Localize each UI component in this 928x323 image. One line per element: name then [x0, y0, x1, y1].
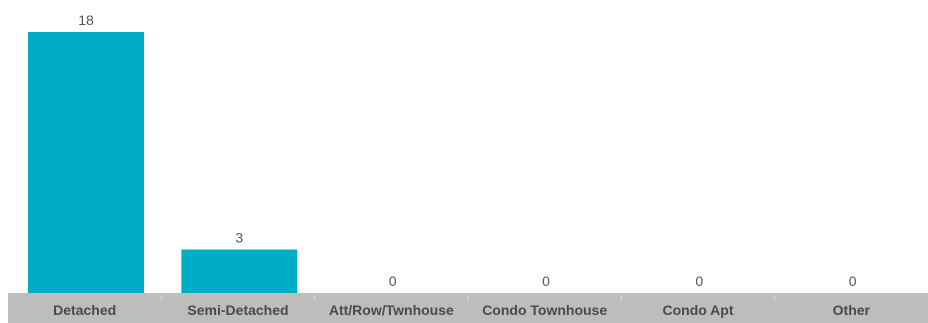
category-label: Other	[833, 302, 871, 318]
category-axis-band	[8, 293, 928, 323]
bar-detached	[28, 32, 144, 293]
bars-layer	[28, 32, 298, 293]
value-label: 0	[542, 273, 550, 289]
labels-layer: 18 Detached 3 Semi-Detached 0 Att/Row/Twnhous…	[53, 12, 870, 318]
category-label: Condo Apt	[662, 302, 733, 318]
category-label: Detached	[53, 302, 116, 318]
bar-semi-detached	[181, 249, 298, 293]
category-label: Condo Townhouse	[482, 302, 607, 318]
value-label: 0	[695, 273, 703, 289]
category-label: Semi-Detached	[187, 302, 288, 318]
category-label: Att/Row/Twnhouse	[329, 302, 454, 318]
value-label: 0	[849, 273, 857, 289]
value-label: 0	[389, 273, 397, 289]
value-label: 18	[78, 12, 94, 28]
value-label: 3	[235, 230, 243, 246]
